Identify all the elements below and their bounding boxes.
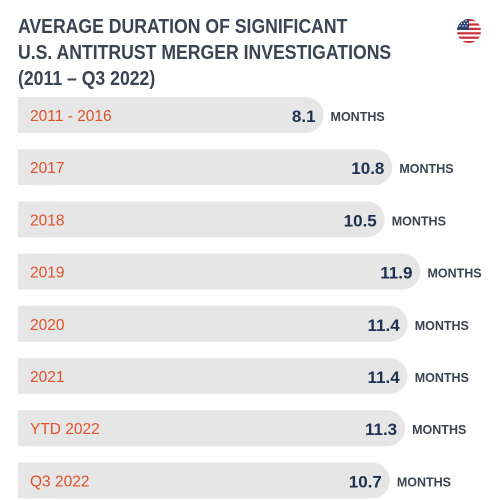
category-label: 2017: [30, 160, 64, 177]
unit-label: MONTHS: [331, 110, 385, 124]
value-label: 11.4: [368, 316, 401, 335]
category-label: Q3 2022: [30, 473, 89, 490]
unit-label: MONTHS: [392, 214, 446, 228]
bar: [18, 358, 408, 394]
bar-left-edge: [18, 410, 54, 447]
bar-row: 2017 10.8 MONTHS: [18, 149, 454, 186]
bar-left-edge: [18, 201, 54, 238]
unit-label: MONTHS: [412, 423, 466, 437]
value-label: 10.5: [344, 211, 377, 230]
us-flag-icon: [457, 19, 481, 43]
bar-left-edge: [18, 305, 54, 342]
value-label: 10.7: [349, 472, 382, 491]
value-label: 11.3: [365, 420, 397, 439]
title-line-2: U.S. ANTITRUST MERGER INVESTIGATIONS: [18, 41, 392, 64]
bar: [18, 97, 324, 133]
bar: [18, 253, 421, 290]
unit-label: MONTHS: [397, 475, 451, 489]
value-label: 11.4: [368, 368, 401, 387]
bar: [18, 201, 385, 238]
bar-row: YTD 2022 11.3 MONTHS: [18, 410, 466, 447]
bar-row: 2011 - 2016 8.1 MONTHS: [18, 97, 385, 133]
bar-left-edge: [18, 97, 54, 133]
unit-label: MONTHS: [399, 162, 453, 176]
bar-row: 2019 11.9 MONTHS: [18, 253, 482, 290]
value-label: 11.9: [380, 264, 412, 283]
bar-row: 2020 11.4 MONTHS: [18, 305, 469, 342]
bar-left-edge: [18, 358, 54, 394]
bar-row: Q3 2022 10.7 MONTHS: [18, 462, 451, 499]
bar-left-edge: [18, 253, 54, 290]
chart-title: AVERAGE DURATION OF SIGNIFICANT U.S. ANT…: [18, 14, 391, 92]
bar: [18, 462, 390, 499]
title-line-1: AVERAGE DURATION OF SIGNIFICANT: [18, 15, 348, 38]
unit-label: MONTHS: [415, 371, 469, 385]
bar: [18, 149, 393, 186]
unit-label: MONTHS: [415, 319, 469, 333]
bar-row: 2021 11.4 MONTHS: [18, 358, 469, 394]
value-label: 10.8: [351, 159, 384, 178]
bar: [18, 305, 408, 342]
category-label: 2021: [30, 369, 64, 386]
category-label: YTD 2022: [30, 421, 100, 438]
bar-left-edge: [18, 149, 54, 186]
category-label: 2018: [30, 212, 64, 229]
value-label: 8.1: [292, 107, 316, 126]
category-label: 2019: [30, 265, 64, 282]
bar-row: 2018 10.5 MONTHS: [18, 201, 446, 238]
bar: [18, 410, 406, 447]
category-label: 2020: [30, 317, 65, 334]
category-label: 2011 - 2016: [30, 108, 112, 125]
bar-left-edge: [18, 462, 54, 499]
unit-label: MONTHS: [427, 267, 481, 281]
title-line-3: (2011 – Q3 2022): [18, 67, 156, 90]
